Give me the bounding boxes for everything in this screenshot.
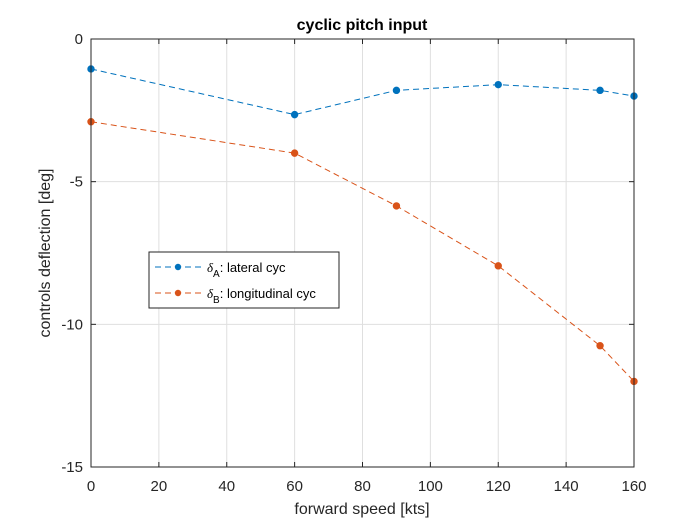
legend-subscript: B bbox=[213, 295, 220, 306]
data-point-a bbox=[596, 86, 604, 95]
data-point-b bbox=[392, 202, 401, 210]
legend-entry-label: δB: longitudinal cyc bbox=[207, 286, 316, 306]
x-tick-label: 100 bbox=[418, 478, 443, 495]
x-tick-label: 140 bbox=[554, 478, 579, 495]
legend-subscript: A bbox=[213, 269, 220, 280]
x-tick-label: 0 bbox=[87, 478, 95, 495]
y-axis-label: controls deflection [deg] bbox=[37, 169, 54, 338]
legend-box bbox=[148, 251, 340, 309]
x-axis-label: forward speed [kts] bbox=[294, 501, 429, 518]
chart-title: cyclic pitch input bbox=[297, 17, 428, 34]
x-tick-label: 60 bbox=[286, 478, 303, 495]
x-tick-label: 80 bbox=[354, 478, 371, 495]
ticks: 0 20 40 60 80 100 120 140 160 0 -5 -10 -15 bbox=[61, 31, 646, 495]
data-point-b bbox=[290, 149, 299, 157]
data-point-b bbox=[494, 262, 502, 270]
legend-marker bbox=[174, 289, 182, 297]
x-tick-label: 40 bbox=[218, 478, 235, 495]
legend-entry-label: δA: lateral cyc bbox=[207, 260, 286, 280]
series-line-b bbox=[90, 121, 635, 382]
data-point-a bbox=[494, 80, 502, 89]
legend-suffix: : lateral cyc bbox=[220, 260, 286, 275]
legend-suffix: : longitudinal cyc bbox=[220, 286, 317, 301]
legend-symbol: δ bbox=[207, 260, 214, 275]
y-tick-label: -10 bbox=[61, 316, 83, 333]
data-point-b bbox=[596, 342, 604, 350]
legend-symbol: δ bbox=[207, 286, 214, 301]
y-tick-label: -5 bbox=[70, 174, 83, 191]
data-point-a bbox=[290, 110, 299, 119]
x-tick-label: 20 bbox=[151, 478, 168, 495]
data-point-a bbox=[392, 86, 401, 95]
y-tick-label: 0 bbox=[75, 31, 83, 48]
series-line-a bbox=[90, 68, 635, 116]
x-tick-label: 120 bbox=[486, 478, 511, 495]
x-tick-label: 160 bbox=[621, 478, 646, 495]
legend-marker bbox=[174, 263, 182, 271]
y-tick-label: -15 bbox=[61, 459, 83, 476]
